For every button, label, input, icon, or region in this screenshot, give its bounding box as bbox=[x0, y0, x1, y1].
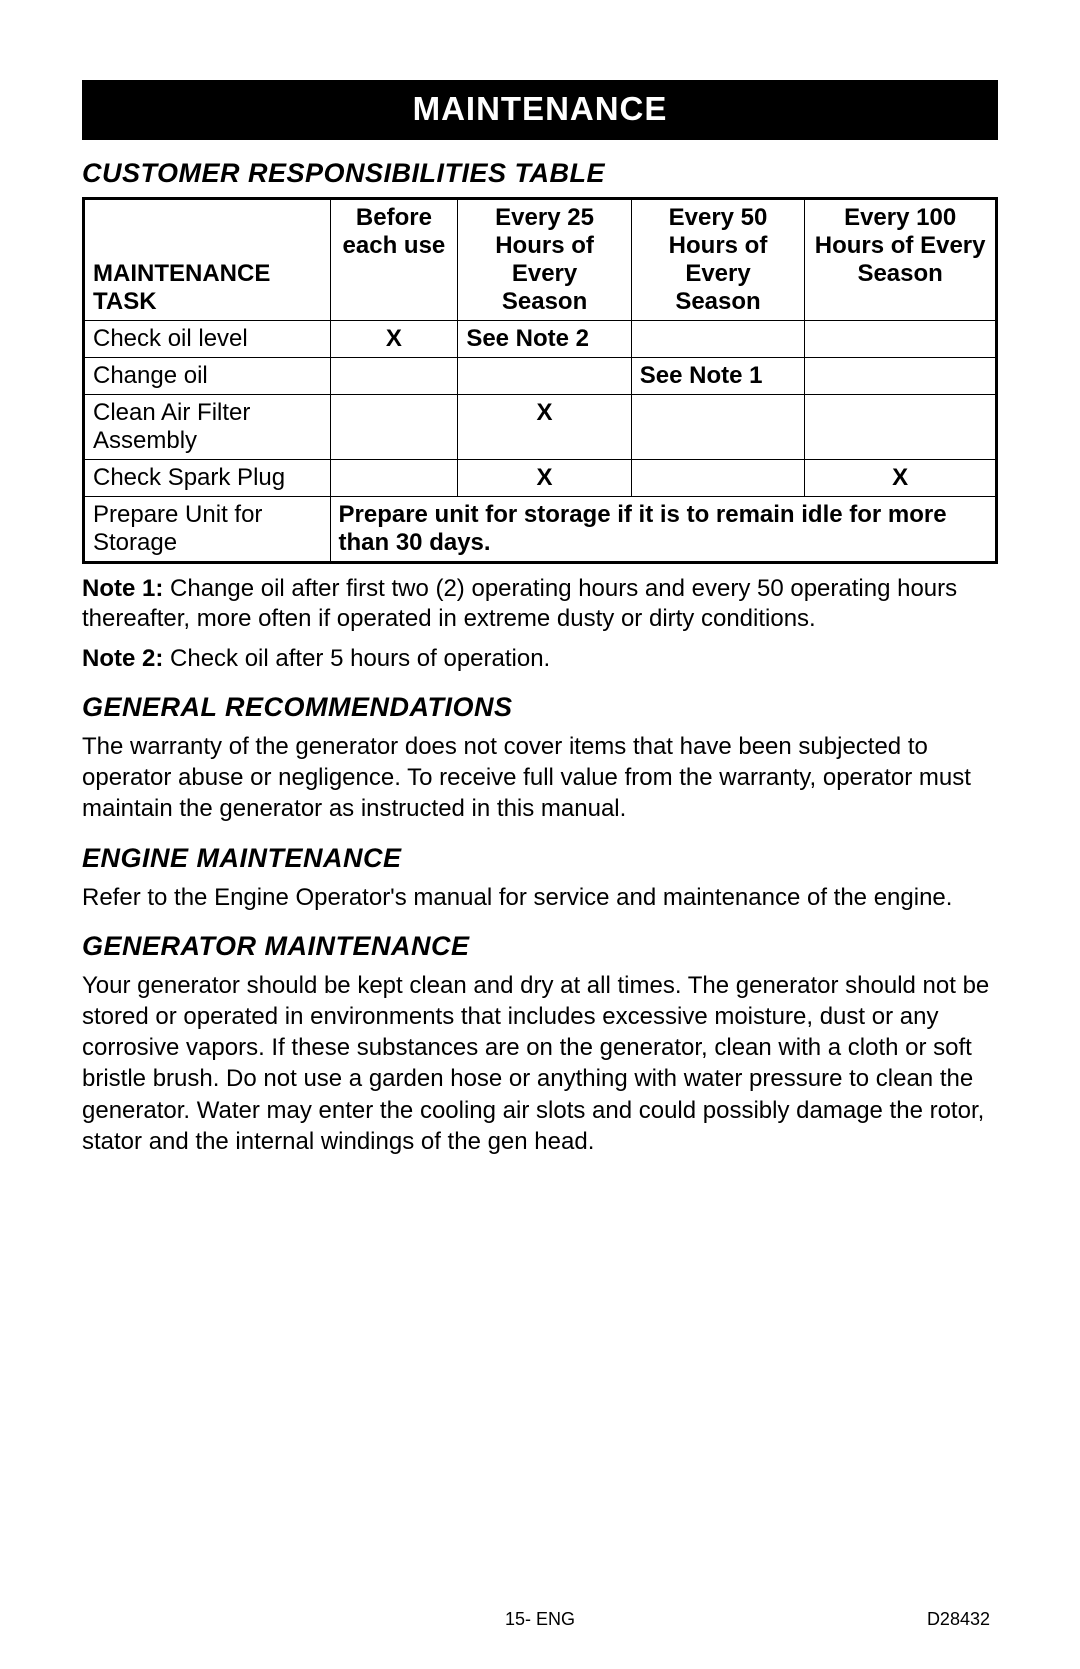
banner-title: MAINTENANCE bbox=[82, 80, 998, 140]
th-col3: Every 50 Hours of Every Season bbox=[631, 199, 804, 321]
page: MAINTENANCE CUSTOMER RESPONSIBILITIES TA… bbox=[0, 0, 1080, 1669]
footer-page: 15- ENG bbox=[505, 1609, 575, 1630]
cell bbox=[805, 321, 997, 358]
table-header-row: MAINTENANCE TASK Before each use Every 2… bbox=[84, 199, 997, 321]
note-1-label: Note 1: bbox=[82, 575, 163, 602]
cell-storage-text: Prepare unit for storage if it is to rem… bbox=[330, 497, 997, 563]
heading-responsibilities: CUSTOMER RESPONSIBILITIES TABLE bbox=[82, 158, 998, 189]
th-col1: Before each use bbox=[330, 199, 458, 321]
th-col2: Every 25 Hours of Every Season bbox=[458, 199, 631, 321]
table-row: Clean Air Filter Assembly X bbox=[84, 395, 997, 460]
table-row-storage: Prepare Unit for Storage Prepare unit fo… bbox=[84, 497, 997, 563]
cell bbox=[631, 321, 804, 358]
th-task: MAINTENANCE TASK bbox=[84, 199, 331, 321]
cell bbox=[631, 460, 804, 497]
table-row: Check Spark Plug X X bbox=[84, 460, 997, 497]
cell bbox=[330, 395, 458, 460]
cell bbox=[805, 395, 997, 460]
note-2: Note 2: Check oil after 5 hours of opera… bbox=[82, 644, 998, 674]
table-row: Change oil See Note 1 bbox=[84, 358, 997, 395]
cell-task: Prepare Unit for Storage bbox=[84, 497, 331, 563]
cell-task: Clean Air Filter Assembly bbox=[84, 395, 331, 460]
cell: X bbox=[330, 321, 458, 358]
cell: See Note 1 bbox=[631, 358, 804, 395]
note-1-text: Change oil after first two (2) operating… bbox=[82, 575, 957, 632]
cell-task: Check oil level bbox=[84, 321, 331, 358]
cell bbox=[330, 358, 458, 395]
text-generator: Your generator should be kept clean and … bbox=[82, 970, 998, 1157]
note-2-label: Note 2: bbox=[82, 645, 163, 672]
notes-block: Note 1: Change oil after first two (2) o… bbox=[82, 574, 998, 674]
cell: X bbox=[458, 395, 631, 460]
heading-general: GENERAL RECOMMENDATIONS bbox=[82, 692, 998, 723]
table-row: Check oil level X See Note 2 bbox=[84, 321, 997, 358]
footer-doc: D28432 bbox=[927, 1609, 990, 1630]
text-general: The warranty of the generator does not c… bbox=[82, 731, 998, 825]
cell bbox=[458, 358, 631, 395]
note-1: Note 1: Change oil after first two (2) o… bbox=[82, 574, 998, 634]
cell: X bbox=[458, 460, 631, 497]
cell: See Note 2 bbox=[458, 321, 631, 358]
note-2-text: Check oil after 5 hours of operation. bbox=[163, 645, 550, 672]
cell-task: Check Spark Plug bbox=[84, 460, 331, 497]
text-engine: Refer to the Engine Operator's manual fo… bbox=[82, 882, 998, 913]
cell bbox=[330, 460, 458, 497]
heading-generator: GENERATOR MAINTENANCE bbox=[82, 931, 998, 962]
cell bbox=[631, 395, 804, 460]
cell-task: Change oil bbox=[84, 358, 331, 395]
th-col4: Every 100 Hours of Every Season bbox=[805, 199, 997, 321]
heading-engine: ENGINE MAINTENANCE bbox=[82, 843, 998, 874]
cell: X bbox=[805, 460, 997, 497]
cell bbox=[805, 358, 997, 395]
maintenance-table: MAINTENANCE TASK Before each use Every 2… bbox=[82, 197, 998, 564]
